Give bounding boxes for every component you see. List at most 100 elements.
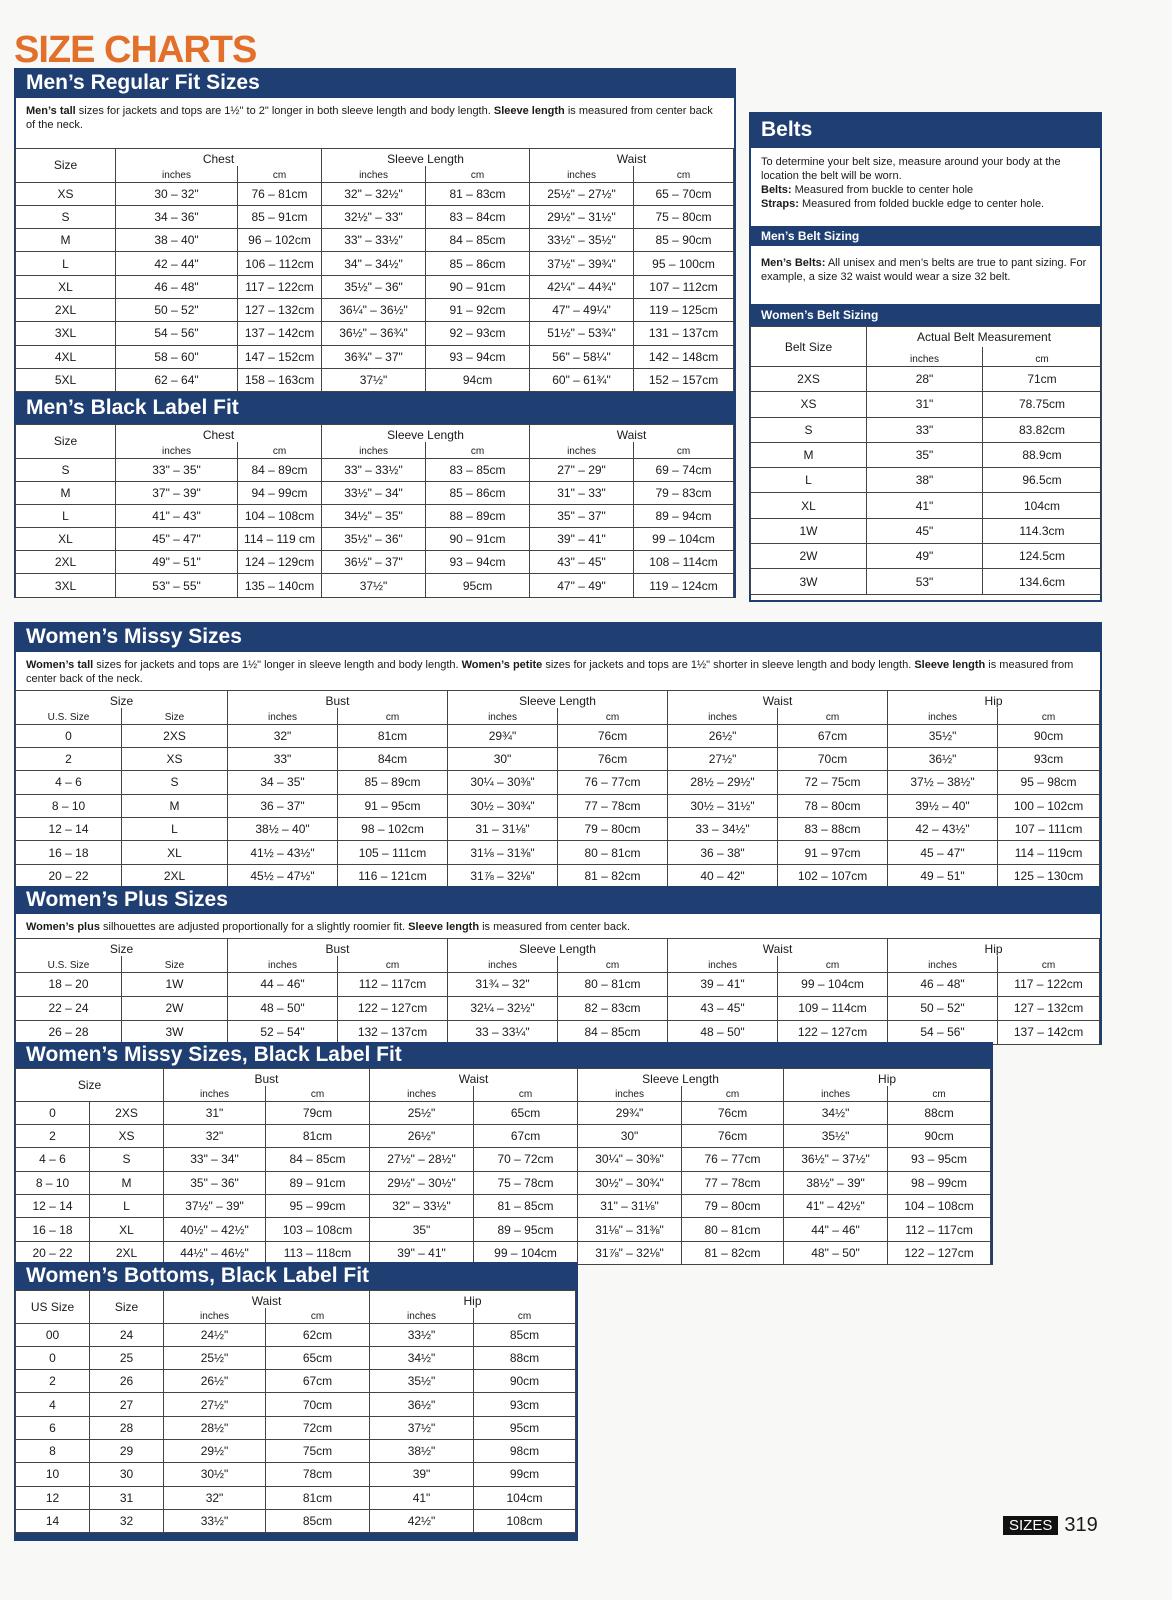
table-cell: 33" – 35" [115,457,238,482]
table-cell: 25½" [369,1100,475,1125]
table-cell: 42 – 43½" [887,817,999,842]
table-row: 10 30 30½" 78cm 39" 99cm [15,1462,577,1487]
table-cell: 107 – 112cm [633,274,735,299]
table-cell: 137 – 142cm [997,1019,1101,1045]
table-cell: M [15,480,116,505]
intro-line: Belts: Measured from buckle to center ho… [761,183,1090,197]
intro-text: To determine your belt size, measure aro… [761,156,1061,182]
table-cell: 28" [866,365,983,393]
column-header: Size [89,1290,164,1324]
table-cell: 119 – 124cm [633,573,735,598]
note-text: Sleeve length [914,659,986,671]
header-row: Size Chest Sleeve Length Waist [15,424,735,459]
table-cell: 29 [89,1438,164,1464]
size-table: Size Bust Waist Sleeve Length Hip inches cm inc… [15,1068,992,1266]
table-row: 12 31 32" 81cm 41" 104cm [15,1485,577,1510]
table-cell: 4 [15,1392,90,1417]
sub-header: cm [336,956,449,973]
note-text: sizes for jackets and tops are 1½" short… [542,659,915,671]
table-cell: S [15,457,116,482]
sub-header: cm [681,1086,785,1102]
table-cell: 2 [15,1123,90,1149]
subsection-title: Women’s Belt Sizing [751,304,1100,326]
column-group-header: Waist [529,148,735,166]
table-cell: 65cm [473,1100,579,1125]
table-row: S 33" – 35" 84 – 89cm 33" – 33½" 83 – 85cm 27… [15,457,735,482]
note-text: sizes for jackets and tops are 1½" to 2"… [75,105,494,117]
table-row: 2XL 49" – 51" 124 – 129cm 36½" – 37" 93 – 94… [15,550,735,575]
table-cell: 71cm [982,365,1102,393]
table-cell: 25½" [163,1345,266,1371]
table-cell: 49 – 51" [887,863,999,889]
table-cell: 3W [750,568,867,595]
table-cell: 6 [15,1415,90,1440]
table-cell: 29¾" [577,1100,683,1125]
table-cell: 31⅞" – 32⅛" [577,1240,683,1266]
table-cell: 142 – 148cm [633,344,735,369]
sub-header: inches [369,1086,475,1102]
table-cell: 104cm [982,492,1102,519]
table-cell: 82 – 83cm [557,995,669,1021]
table-cell: 95cm [425,573,531,598]
table-cell: 124 – 129cm [236,550,323,575]
table-cell: 107 – 111cm [997,817,1101,842]
table-row: 16 – 18 XL 41½ – 43½" 105 – 111cm 31⅛ – 31⅜"… [15,840,1101,865]
table-cell: 2XL [121,863,228,889]
sub-header: cm [633,442,735,459]
header-row: inches cm inches cm inches cm [16,166,735,183]
header-row: Size Chest Sleeve Length Waist [15,148,735,183]
size-section: Women’s Missy Sizes Women’s tall sizes fo… [14,622,1102,889]
table-cell: 90 – 91cm [425,274,531,299]
table-cell: 124.5cm [982,543,1102,570]
table-cell: 67cm [265,1369,370,1394]
table-cell: 00 [15,1322,90,1347]
table-cell: 34½" [369,1345,474,1371]
table-cell: 58 – 60" [115,344,238,369]
column-group-header: Sleeve Length [447,938,669,956]
column-group-header: Sleeve Length [321,148,531,166]
column-group-header: Waist [369,1068,579,1086]
header-row: Belt Size Actual Belt Measurement [750,326,1102,367]
table-cell: 41½ – 43½" [227,840,338,865]
table-cell: 49" – 51" [115,550,238,575]
table-cell: 44½" – 46½" [163,1240,266,1266]
table-cell: 26 – 28 [15,1019,122,1045]
sub-header: inches [667,956,779,973]
table-cell: 36 – 37" [227,793,338,819]
table-cell: 76 – 77cm [557,770,669,795]
table-cell: 34½" – 35" [321,503,427,529]
table-row: 4 – 6 S 33" – 34" 84 – 85cm 27½" – 28½" 70 – … [15,1147,992,1172]
table-cell: 30 – 32" [115,181,238,206]
column-group-header: Size [15,690,228,708]
table-cell: 30¼ – 30⅜" [447,770,559,795]
table-cell: 62 – 64" [115,367,238,393]
table-cell: 42 – 44" [115,251,238,276]
sub-header: cm [557,708,669,725]
table-cell: 51½" – 53¾" [529,321,635,346]
table-row: 8 – 10 M 35" – 36" 89 – 91cm 29½" – 30½" 75 –… [15,1170,992,1196]
table-cell: 85cm [265,1508,370,1534]
table-row: L 42 – 44" 106 – 112cm 34" – 34½" 85 – 86cm 3… [15,251,735,276]
sub-header: inches [887,708,999,725]
table-cell: 65 – 70cm [633,181,735,206]
column-header: Size [15,424,116,459]
sub-header: cm [425,442,531,459]
size-table: Belt Size Actual Belt Measurement inches cm… [750,326,1102,595]
mens-belt-label: Men’s Belts: [761,257,826,269]
table-cell: 30" [447,746,559,772]
table-cell: 84 – 85cm [264,1147,371,1172]
sub-header: cm [472,1308,577,1324]
table-cell: 3W [121,1019,228,1045]
table-cell: 10 [15,1462,90,1487]
table-cell: 2XS [750,365,867,393]
table-cell: 33" – 33½" [321,228,427,253]
table-cell: 76 – 77cm [681,1147,785,1172]
table-cell: 30½" [163,1462,266,1487]
sub-header: inches [529,442,635,459]
table-cell: 35½" [783,1123,889,1149]
table-cell: 8 [15,1438,90,1464]
table-cell: 81cm [336,723,449,748]
note-text: Women’s petite [461,659,543,671]
table-cell: 70cm [777,746,889,772]
table-cell: 32" – 33½" [369,1194,475,1219]
